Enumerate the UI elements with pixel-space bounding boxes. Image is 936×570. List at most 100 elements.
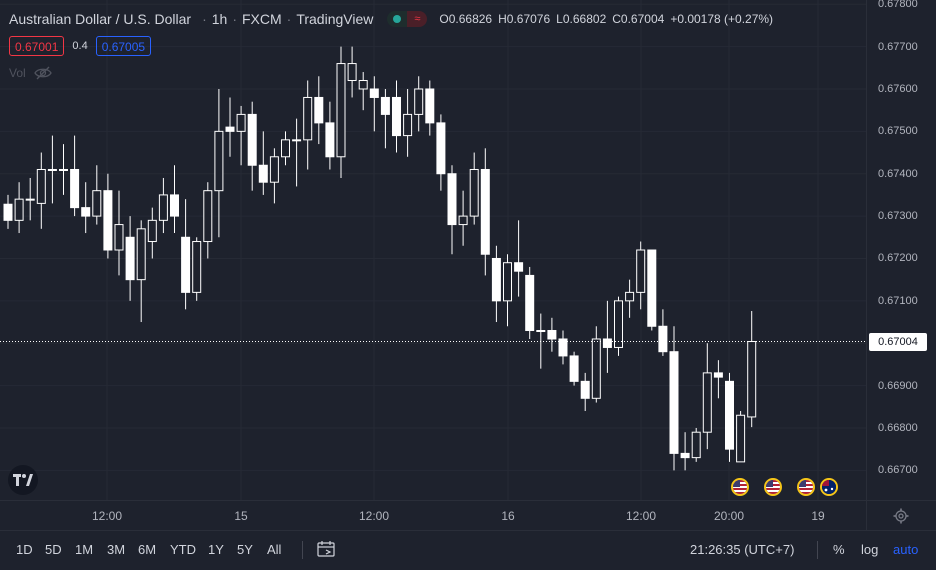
candle[interactable]	[547, 317, 557, 352]
range-button-1d[interactable]: 1D	[16, 542, 33, 557]
candle[interactable]	[458, 190, 468, 246]
range-button-ytd[interactable]: YTD	[170, 542, 196, 557]
candle[interactable]	[59, 144, 68, 195]
candle[interactable]	[36, 152, 46, 229]
sell-button[interactable]: 0.67001	[9, 36, 65, 56]
candle[interactable]	[358, 72, 368, 111]
candle[interactable]	[380, 88, 390, 149]
us-flag-icon[interactable]	[731, 478, 749, 496]
range-button-3m[interactable]: 3M	[107, 542, 126, 557]
tradingview-logo-icon[interactable]	[8, 465, 38, 495]
range-button-5y[interactable]: 5Y	[237, 542, 253, 557]
calendar-range-icon[interactable]	[317, 541, 335, 557]
candle[interactable]	[225, 97, 235, 157]
candle[interactable]	[436, 114, 446, 191]
candle[interactable]	[447, 165, 457, 255]
range-button-1y[interactable]: 1Y	[208, 542, 224, 557]
candle[interactable]	[147, 207, 157, 259]
candle[interactable]	[669, 326, 679, 471]
candle[interactable]	[691, 427, 701, 462]
price-axis[interactable]: 0.67800 0.67700 0.67600 0.67500 0.67400 0.673…	[866, 0, 936, 500]
gear-icon[interactable]	[893, 508, 909, 524]
candle[interactable]	[658, 309, 668, 356]
candle[interactable]	[525, 266, 535, 339]
candle[interactable]	[281, 131, 290, 166]
volume-label[interactable]: Vol	[9, 66, 26, 80]
candle[interactable]	[103, 173, 113, 259]
candle[interactable]	[269, 148, 279, 204]
candle[interactable]	[614, 296, 623, 356]
au-flag-icon[interactable]	[820, 478, 838, 496]
candle[interactable]	[602, 300, 612, 373]
candle[interactable]	[192, 237, 202, 301]
candle[interactable]	[736, 411, 746, 463]
candle-body	[436, 122, 446, 175]
candle[interactable]	[725, 372, 734, 462]
candle[interactable]	[170, 165, 179, 234]
candle[interactable]	[47, 135, 57, 204]
candle[interactable]	[558, 330, 568, 365]
range-button-6m[interactable]: 6M	[138, 542, 157, 557]
candle[interactable]	[3, 194, 13, 229]
candle[interactable]	[325, 101, 335, 170]
candle[interactable]	[203, 182, 213, 259]
candle[interactable]	[214, 88, 224, 238]
candle[interactable]	[369, 76, 379, 132]
candle[interactable]	[647, 249, 657, 331]
range-button-1m[interactable]: 1M	[75, 542, 94, 557]
candle[interactable]	[158, 177, 168, 234]
candle[interactable]	[747, 311, 757, 428]
candle[interactable]	[236, 105, 246, 166]
candle[interactable]	[125, 216, 135, 301]
auto-scale-button[interactable]: auto	[893, 542, 919, 557]
candle[interactable]	[503, 254, 512, 327]
price-tick: 0.67500	[878, 125, 918, 138]
candle[interactable]	[136, 220, 146, 323]
candle[interactable]	[292, 118, 302, 187]
market-status-icon[interactable]: ≈	[387, 11, 428, 27]
candle[interactable]	[480, 148, 490, 276]
candle[interactable]	[392, 80, 401, 153]
candle[interactable]	[70, 135, 80, 217]
candle[interactable]	[114, 190, 124, 276]
candle[interactable]	[491, 245, 501, 323]
us-flag-icon[interactable]	[764, 478, 782, 496]
chart-pane[interactable]: Australian Dollar / U.S. Dollar · 1h · F…	[0, 0, 866, 500]
candle[interactable]	[580, 372, 590, 412]
range-button-all[interactable]: All	[267, 542, 282, 557]
us-flag-icon[interactable]	[797, 478, 815, 496]
time-axis[interactable]: 12:00 15 12:00 16 12:00 20:00 19	[0, 500, 866, 531]
candlestick-plot[interactable]	[0, 0, 866, 500]
candle[interactable]	[680, 432, 690, 471]
candle[interactable]	[258, 131, 268, 195]
candle[interactable]	[336, 46, 346, 178]
interval-label[interactable]: 1h	[211, 11, 228, 27]
candle[interactable]	[81, 182, 91, 234]
candle[interactable]	[92, 165, 102, 225]
candle[interactable]	[591, 326, 601, 403]
candle[interactable]	[713, 360, 723, 399]
candle[interactable]	[636, 241, 646, 310]
candle[interactable]	[702, 343, 712, 450]
candle[interactable]	[14, 182, 24, 234]
candle[interactable]	[414, 76, 424, 132]
buy-button[interactable]: 0.67005	[95, 36, 152, 56]
range-button-5d[interactable]: 5D	[45, 542, 62, 557]
candle[interactable]	[347, 46, 357, 98]
candle[interactable]	[425, 80, 435, 136]
log-scale-button[interactable]: log	[861, 542, 879, 557]
candle[interactable]	[25, 177, 35, 221]
candle[interactable]	[303, 80, 313, 170]
candle[interactable]	[625, 279, 635, 318]
candle[interactable]	[314, 76, 324, 145]
symbol-name[interactable]: Australian Dollar / U.S. Dollar	[9, 11, 192, 27]
percent-scale-button[interactable]: %	[833, 542, 845, 557]
clock[interactable]: 21:26:35 (UTC+7)	[690, 542, 795, 557]
candle[interactable]	[247, 101, 257, 191]
candle[interactable]	[403, 88, 413, 157]
candle[interactable]	[569, 351, 579, 386]
candle[interactable]	[514, 220, 524, 297]
candle[interactable]	[469, 152, 479, 225]
eye-hidden-icon[interactable]	[33, 66, 52, 80]
candle[interactable]	[181, 199, 191, 310]
